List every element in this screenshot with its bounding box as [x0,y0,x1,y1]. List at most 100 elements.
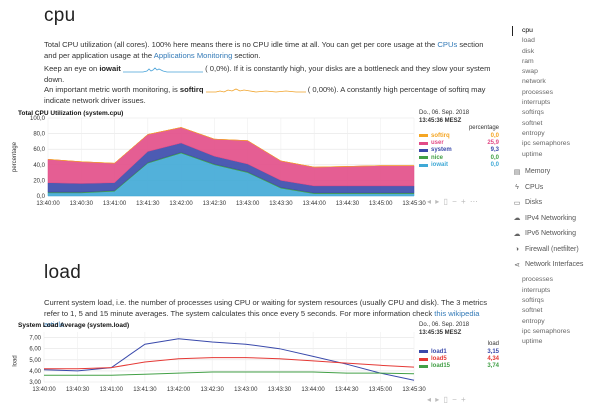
sidebar-item-ram[interactable]: ram [522,57,534,65]
iowait-desc-value: ( 0,0%). If it is constantly high, your … [44,64,491,84]
load-legend-item[interactable]: load1 3,15 [419,348,499,355]
sidebar-item-ipc-semaphores[interactable]: ipc semaphores [522,140,570,148]
cpu-chart-timestamp: Do., 06. Sep. 2018 13:45:36 MESZ [419,110,469,125]
cpu-chart-legend: percentage softirq 0,0 user 25,9 system 9,3 ni… [419,125,499,169]
load-xtick-label: 13:43:00 [234,387,258,393]
load-ytick-label: 5,00 [29,358,41,364]
sidebar-item-network[interactable]: network [522,78,546,86]
cpu-ytick-label: 20,0 [33,178,45,184]
sidebar-system-items: cpu load disk ram swap network processes interr… [512,26,600,160]
legend-swatch [419,148,428,152]
sidebar-item-softnet[interactable]: softnet [522,307,543,315]
sidebar-item-processes[interactable]: processes [522,88,553,96]
cpu-chart-time: 13:45:36 MESZ [419,117,462,124]
sidebar-group-network-interfaces[interactable]: ⋖ Network Interfaces [512,257,600,273]
sidebar-item-cpu[interactable]: cpu [512,26,600,37]
sidebar-group-disks[interactable]: ▭ Disks [512,195,600,211]
softirq-sparkline [205,88,306,93]
sidebar-item-entropy[interactable]: entropy [522,317,545,325]
bolt-icon: ϟ [515,183,519,191]
legend-series-value: 4,34 [487,356,499,363]
cpu-legend-item[interactable]: nice 0,0 [419,154,499,161]
sidebar-item-interrupts[interactable]: interrupts [522,286,551,294]
load-description: Current system load, i.e. the number of … [44,298,496,330]
load-xtick-label: 13:40:00 [32,387,56,393]
load-chart-title: System Load Average (system.load) [18,322,130,329]
sidebar-group-cpus[interactable]: ϟ CPUs [512,179,600,195]
applications-monitoring-link[interactable]: Applications Monitoring [153,50,233,60]
cpu-desc-text: section and per application usage at the [44,40,484,60]
shield-icon: ◑ [514,245,520,253]
sidebar-group-label: IPv6 Networking [525,230,576,238]
sidebar-group-ipv6-networking[interactable]: ☁ IPv6 Networking [512,226,600,242]
softirq-label: softirq [179,85,204,94]
legend-series-name: system [431,147,452,154]
sidebar-network-items: processes interrupts softirqs softnet entrop… [512,275,600,347]
load-xtick-label: 13:41:00 [100,387,124,393]
cpu-xtick-label: 13:44:30 [336,201,360,207]
hdd-icon: ▭ [513,199,521,207]
load-xtick-label: 13:43:30 [268,387,292,393]
sidebar-item-entropy[interactable]: entropy [522,129,545,137]
cpu-xtick-label: 13:43:00 [236,201,260,207]
sidebar-item-softnet[interactable]: softnet [522,119,543,127]
cpu-ytick-label: 40,0 [33,163,45,169]
sidebar-item-interrupts[interactable]: interrupts [522,99,551,107]
cpu-description: Total CPU utilization (all cores). 100% … [44,40,494,62]
cpu-xtick-label: 13:45:00 [369,201,393,207]
sidebar-item-processes[interactable]: processes [522,276,553,284]
load-series-load15 [44,371,415,376]
cpu-chart-date: Do., 06. Sep. 2018 [419,110,470,116]
cpu-legend-item[interactable]: softirq 0,0 [419,132,499,139]
legend-swatch [419,350,428,354]
cpu-chart[interactable]: Total CPU Utilization (system.cpu) perce… [12,110,505,210]
legend-series-name: iowait [431,162,449,169]
sidebar-item-uptime[interactable]: uptime [522,338,543,346]
load-chart-controls[interactable]: ◂ ▸ ▯ − + [427,395,467,404]
cpus-link[interactable]: CPUs [437,40,458,49]
sidebar-group-memory[interactable]: ▤ Memory [512,164,600,180]
sidebar-item-swap[interactable]: swap [522,68,538,76]
sidebar-group-firewall-netfilter[interactable]: ◑ Firewall (netfilter) [512,241,600,257]
iowait-description: Keep an eye on iowait ( 0,0%). If it is … [44,64,494,86]
cpu-section-title: cpu [44,5,76,26]
load-ytick-label: 6,00 [29,347,41,353]
load-chart-timestamp: Do., 06. Sep. 2018 13:45:35 MESZ [419,322,469,337]
legend-series-value: 0,0 [490,162,499,169]
load-legend-item[interactable]: load5 4,34 [419,355,499,362]
sidebar-group-label: Firewall (netfilter) [525,245,579,253]
sidebar-groups: ▤ Memory ϟ CPUs ▭ Disks ☁ IPv4 Networking ☁ IPv6 … [512,164,600,273]
load-section-title: load [44,262,82,283]
cpu-xtick-label: 13:40:00 [36,201,60,207]
load-chart[interactable]: System Load Average (system.load) load 7… [13,322,505,406]
cpu-legend-item[interactable]: iowait 0,0 [419,162,499,169]
sidebar-item-softirqs[interactable]: softirqs [522,296,544,304]
cpu-xtick-label: 13:40:30 [70,201,94,207]
cpu-legend-item[interactable]: system 9,3 [419,147,499,154]
legend-swatch [419,364,428,368]
wikipedia-link[interactable]: this wikipedia article [44,308,480,329]
legend-series-value: 9,3 [490,147,499,154]
legend-series-name: load15 [431,363,451,370]
load-ytick-label: 4,00 [29,369,41,375]
sidebar-item-uptime[interactable]: uptime [522,150,543,158]
cpu-chart-controls[interactable]: ◂ ▸ ▯ − + ⋯ [427,197,479,206]
sidebar-group-ipv4-networking[interactable]: ☁ IPv4 Networking [512,210,600,226]
legend-series-value: 3,74 [487,363,499,370]
cpu-legend-item[interactable]: user 25,9 [419,139,499,146]
cpu-ytick-label: 80,0 [33,132,45,138]
sidebar-item-softirqs[interactable]: softirqs [522,109,544,117]
legend-series-name: softirq [431,132,450,139]
legend-series-name: user [431,140,444,147]
load-ytick-label: 3,00 [29,380,41,386]
sidebar-item-ipc-semaphores[interactable]: ipc semaphores [522,327,570,335]
cpu-chart-plot[interactable]: 100,080,060,040,020,00,013:40:00 13:40:30… [18,110,505,210]
softirq-desc-value: ( 0,00%). A constantly high percentage o… [44,85,486,105]
cloud-icon: ☁ [513,230,521,238]
cpu-xtick-label: 13:42:00 [169,201,193,207]
sidebar-item-load[interactable]: load [522,37,535,45]
sidebar-item-disk[interactable]: disk [522,47,535,55]
load-legend-item[interactable]: load15 3,74 [419,363,499,370]
load-series-load5 [44,357,415,370]
